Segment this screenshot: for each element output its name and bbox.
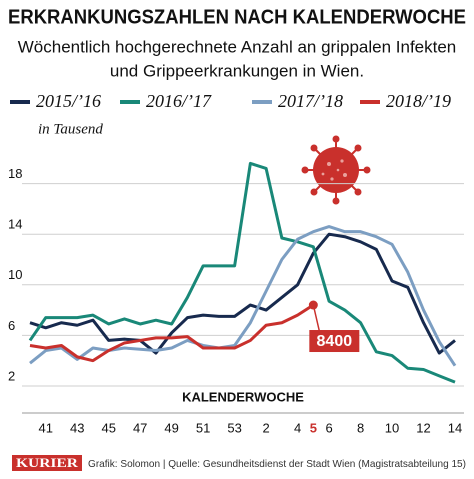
- series-line: [28, 161, 456, 384]
- x-tick-label: 53: [227, 420, 241, 435]
- x-tick-label: 49: [164, 420, 178, 435]
- chart-title: ERKRANKUNGSZAHLEN NACH KALENDERWOCHE: [8, 6, 466, 28]
- chart-subtitle: und Grippeerkrankungen in Wien.: [110, 61, 364, 80]
- y-tick-label: 2: [8, 368, 15, 383]
- x-tick-label: 41: [39, 420, 53, 435]
- x-tick-label: 10: [385, 420, 399, 435]
- x-tick-label: 45: [101, 420, 115, 435]
- x-tick-label: 51: [196, 420, 210, 435]
- legend-label: 2016/’17: [146, 91, 212, 111]
- data-label: 8400: [317, 333, 353, 350]
- legend-label: 2015/’16: [36, 91, 101, 111]
- logo: KURIER: [16, 455, 79, 470]
- legend-label: 2018/’19: [386, 91, 451, 111]
- legend-label: 2017/’18: [278, 91, 343, 111]
- x-tick-label: 2: [262, 420, 269, 435]
- y-tick-label: 18: [8, 166, 22, 181]
- virus-icon: [301, 135, 371, 205]
- source: Grafik: Solomon | Quelle: Gesundheitsdie…: [88, 458, 466, 470]
- x-tick-label: 43: [70, 420, 84, 435]
- y-tick-label: 10: [8, 267, 22, 282]
- logo-box: [12, 455, 82, 471]
- series-line: [29, 303, 315, 363]
- x-tick-label: 4: [294, 420, 301, 435]
- x-axis-label: KALENDERWOCHE: [182, 389, 304, 404]
- x-tick-label: 47: [133, 420, 147, 435]
- series-line: [29, 225, 457, 367]
- footer: KURIER Grafik: Solomon | Quelle: Gesundh…: [12, 455, 466, 471]
- y-axis-label: in Tausend: [38, 121, 103, 137]
- x-tick-label: 14: [448, 420, 462, 435]
- y-tick-label: 6: [8, 318, 15, 333]
- x-tick-label: 6: [325, 420, 332, 435]
- x-tick-label: 8: [357, 420, 364, 435]
- chart-subtitle: Wöchentlich hochgerechnete Anzahl an gri…: [18, 37, 457, 56]
- data-label-box: [309, 330, 360, 353]
- series-line: [29, 232, 456, 355]
- point-marker: [308, 300, 318, 310]
- x-tick-label: 5: [310, 420, 317, 435]
- x-tick-label: 12: [416, 420, 430, 435]
- y-tick-label: 14: [8, 217, 22, 232]
